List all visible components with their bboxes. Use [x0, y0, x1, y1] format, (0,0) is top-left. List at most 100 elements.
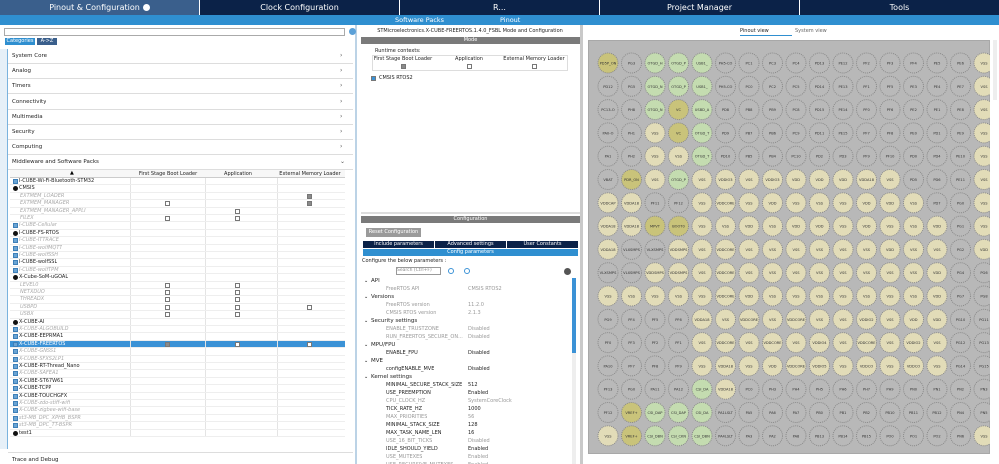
pin-ball[interactable]	[621, 192, 642, 214]
checkbox[interactable]	[307, 201, 312, 207]
pin-ball[interactable]	[691, 285, 713, 307]
pack-row[interactable]: X-CUBE-zigbee-wifi-base	[10, 407, 345, 415]
pin-ball[interactable]	[738, 145, 760, 167]
pin-ball[interactable]	[738, 75, 760, 97]
main-tab[interactable]: Pinout & Configuration	[0, 0, 199, 15]
pin-ball[interactable]	[950, 192, 971, 214]
pin-ball[interactable]	[691, 75, 713, 97]
pin-ball[interactable]	[691, 122, 713, 144]
pin-ball[interactable]	[691, 215, 713, 237]
pin-ball[interactable]	[644, 402, 666, 423]
pin-ball[interactable]	[785, 402, 807, 423]
pin-ball[interactable]	[856, 122, 877, 144]
pack-row[interactable]: st3-MB_DPC_XPHB_BSPR	[10, 414, 345, 423]
pin-ball[interactable]	[738, 262, 760, 284]
pin-ball[interactable]	[597, 192, 619, 214]
pack-row[interactable]: FILEX	[10, 215, 345, 223]
pin-ball[interactable]	[785, 145, 807, 167]
checkbox[interactable]	[165, 201, 170, 207]
pin-ball[interactable]	[668, 238, 689, 260]
pin-ball[interactable]	[762, 122, 783, 144]
pin-ball[interactable]	[856, 425, 877, 447]
pin-ball[interactable]	[668, 169, 689, 190]
view-toggle[interactable]: System view	[795, 28, 827, 34]
pin-ball[interactable]	[879, 169, 901, 190]
pin-ball[interactable]	[950, 99, 971, 121]
pin-ball[interactable]	[879, 425, 901, 447]
pack-row[interactable]: X-CUBE-SAFEA1	[10, 370, 345, 378]
pack-row[interactable]: test1	[10, 429, 345, 437]
pin-ball[interactable]	[762, 425, 783, 447]
main-tab[interactable]: Clock Configuration	[200, 0, 399, 15]
pin-ball[interactable]	[668, 355, 689, 377]
pack-row[interactable]: EXTMEM_MANAGER	[10, 200, 345, 208]
pin-ball[interactable]	[597, 169, 619, 190]
pin-ball[interactable]	[621, 75, 642, 97]
category-row[interactable]: Timers ›	[8, 79, 353, 95]
pin-ball[interactable]	[715, 332, 736, 354]
pin-ball[interactable]	[973, 378, 990, 400]
pin-ball[interactable]	[644, 238, 666, 260]
pin-ball[interactable]	[903, 262, 924, 284]
pin-ball[interactable]	[762, 238, 783, 260]
pin-ball[interactable]	[950, 402, 971, 423]
pack-row[interactable]: X-Cube-SoM-uGOAL	[10, 274, 345, 282]
pin-ball[interactable]	[597, 425, 619, 447]
checkbox[interactable]	[235, 208, 240, 214]
pin-ball[interactable]	[644, 75, 666, 97]
pin-ball[interactable]	[926, 99, 948, 121]
pin-ball[interactable]	[856, 169, 877, 190]
pin-ball[interactable]	[856, 332, 877, 354]
pin-ball[interactable]	[856, 355, 877, 377]
pin-ball[interactable]	[832, 332, 854, 354]
param-tab[interactable]: Advanced settings	[435, 241, 506, 248]
pin-ball[interactable]	[715, 308, 736, 330]
pin-ball[interactable]	[621, 355, 642, 377]
pin-ball[interactable]	[950, 169, 971, 190]
pin-ball[interactable]	[973, 75, 990, 97]
pin-ball[interactable]	[809, 145, 830, 167]
main-tab[interactable]: Project Manager	[600, 0, 799, 15]
pin-ball[interactable]	[691, 52, 713, 74]
checkbox[interactable]	[165, 282, 170, 288]
pin-ball[interactable]	[809, 75, 830, 97]
pin-ball[interactable]	[597, 402, 619, 423]
pin-ball[interactable]	[903, 285, 924, 307]
pin-ball[interactable]	[879, 285, 901, 307]
pin-ball[interactable]	[762, 99, 783, 121]
pin-ball[interactable]	[950, 378, 971, 400]
pack-row[interactable]: X-CUBE-RT-Thread_Nano	[10, 363, 345, 371]
pin-ball[interactable]	[903, 145, 924, 167]
category-row[interactable]: System Core ›	[8, 49, 353, 64]
pin-ball[interactable]	[715, 169, 736, 190]
pin-ball[interactable]	[597, 378, 619, 400]
pin-ball[interactable]	[738, 52, 760, 74]
pack-row[interactable]: I-CUBE-wolfMQTT	[10, 244, 345, 252]
pin-ball[interactable]	[691, 192, 713, 214]
pin-ball[interactable]	[762, 402, 783, 423]
pin-ball[interactable]	[785, 238, 807, 260]
pin-ball[interactable]	[832, 169, 854, 190]
pin-ball[interactable]	[926, 192, 948, 214]
pin-ball[interactable]	[691, 355, 713, 377]
pin-ball[interactable]	[597, 75, 619, 97]
pin-ball[interactable]	[832, 355, 854, 377]
sub-tab[interactable]: Software Packs	[395, 16, 445, 24]
pin-ball[interactable]	[644, 378, 666, 400]
pin-ball[interactable]	[738, 378, 760, 400]
pin-ball[interactable]	[809, 122, 830, 144]
pin-ball[interactable]	[691, 332, 713, 354]
pin-ball[interactable]	[950, 215, 971, 237]
checkbox[interactable]	[531, 64, 537, 69]
pin-ball[interactable]	[879, 215, 901, 237]
pin-ball[interactable]	[879, 238, 901, 260]
pin-ball[interactable]	[597, 99, 619, 121]
pin-ball[interactable]	[950, 52, 971, 74]
pin-ball[interactable]	[856, 378, 877, 400]
pin-ball[interactable]	[903, 169, 924, 190]
pin-ball[interactable]	[715, 99, 736, 121]
pin-ball[interactable]	[668, 52, 689, 74]
pin-ball[interactable]	[950, 285, 971, 307]
pack-row[interactable]: I-CUBE-wolfSSL	[10, 259, 345, 267]
pack-row[interactable]: EXTMEM_LOADER	[10, 192, 345, 201]
